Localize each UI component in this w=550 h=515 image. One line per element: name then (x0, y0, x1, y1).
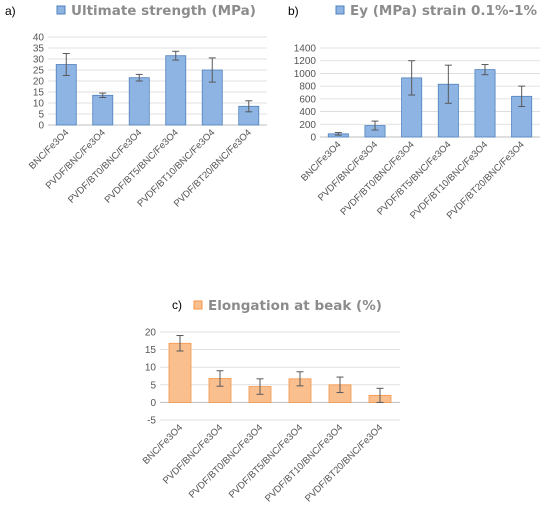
x-category-label: PVDF/BT0/BNC/Fe3O4 (187, 422, 265, 500)
x-category-label: PVDF/BT10/BNC/Fe3O4 (263, 422, 345, 504)
y-tick-label: 35 (33, 44, 45, 55)
y-tick-label: 10 (145, 363, 157, 374)
y-tick-label: -5 (147, 416, 156, 427)
chart-panel-3: c) Elongation at beak (%)-505101520BNC/Fe… (141, 298, 400, 504)
chart-title: Ultimate strength (MPa) (71, 3, 256, 19)
y-tick-label: 10 (33, 99, 45, 110)
bar (92, 94, 114, 126)
x-category-label: PVDF/BT20/BNC/Fe3O4 (303, 422, 385, 504)
x-category-label: PVDF/BT20/BNC/Fe3O4 (445, 139, 527, 221)
y-tick-label: 400 (299, 107, 316, 118)
y-tick-label: 15 (145, 345, 157, 356)
panel-label: a) (5, 4, 16, 18)
legend-swatch (193, 300, 203, 310)
bar (128, 77, 150, 126)
y-tick-label: 200 (299, 120, 316, 131)
x-category-label: PVDF/BT5/BNC/Fe3O4 (227, 422, 305, 500)
y-tick-label: 0 (310, 133, 316, 144)
y-tick-label: 25 (33, 66, 45, 77)
y-tick-label: 1400 (294, 44, 317, 55)
legend-swatch (56, 5, 66, 15)
x-category-label: PVDF/BT0/BNC/Fe3O4 (338, 139, 416, 217)
chart-title: Elongation at beak (%) (208, 298, 382, 314)
y-tick-label: 0 (150, 398, 156, 409)
y-tick-label: 600 (299, 94, 316, 105)
y-tick-label: 20 (145, 328, 157, 339)
y-tick-label: 30 (33, 55, 45, 66)
y-tick-label: 1200 (294, 56, 317, 67)
y-tick-label: 5 (150, 380, 156, 391)
bar (168, 342, 192, 403)
bar (165, 55, 187, 126)
y-tick-label: 800 (299, 82, 316, 93)
bar (474, 69, 496, 138)
y-tick-label: 5 (38, 110, 44, 121)
y-tick-label: 40 (33, 33, 45, 44)
y-tick-label: 0 (38, 121, 44, 132)
panel-label: b) (288, 4, 299, 18)
x-category-label: PVDF/BT5/BNC/Fe3O4 (375, 139, 453, 217)
legend-swatch (335, 5, 345, 15)
chart-panel-1: a) Ultimate strength (MPa) 051015202530354… (5, 3, 267, 209)
y-tick-label: 1000 (294, 69, 317, 80)
panel-label: c) (172, 298, 182, 312)
chart-title: Ey (MPa) strain 0.1%-1% (350, 3, 537, 19)
y-tick-label: 20 (33, 77, 45, 88)
y-tick-label: 15 (33, 88, 45, 99)
